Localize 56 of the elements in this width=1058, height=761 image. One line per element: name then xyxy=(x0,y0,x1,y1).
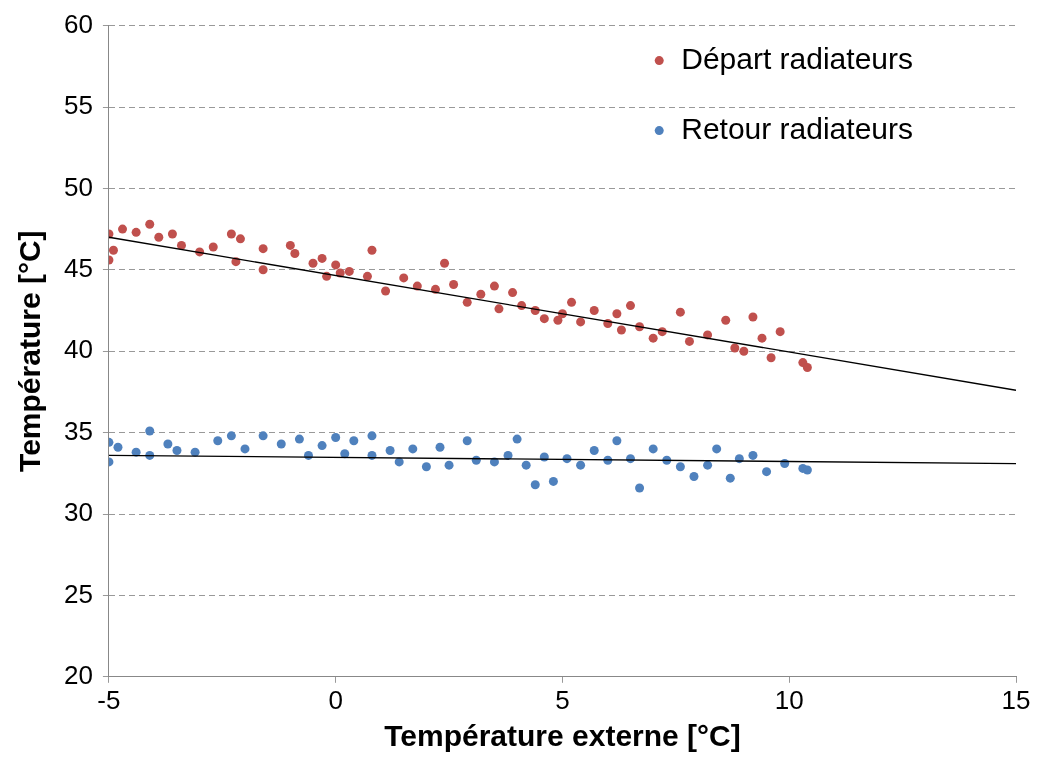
y-tick-label: 55 xyxy=(64,90,93,121)
point xyxy=(258,431,268,441)
point xyxy=(444,460,454,470)
x-axis-title: Température externe [°C] xyxy=(384,719,741,753)
point xyxy=(349,436,359,446)
y-tick-label: 35 xyxy=(64,415,93,446)
y-tick-label: 25 xyxy=(64,578,93,609)
legend-label: Départ radiateurs xyxy=(681,41,914,75)
point xyxy=(294,434,304,444)
point xyxy=(367,431,377,441)
point xyxy=(725,473,735,483)
point xyxy=(576,460,586,470)
point xyxy=(340,449,350,459)
y-tick-label: 50 xyxy=(64,171,93,202)
point xyxy=(163,439,173,449)
x-tick-label: 5 xyxy=(555,684,570,715)
point xyxy=(748,450,758,460)
point xyxy=(462,436,472,446)
point xyxy=(703,460,713,470)
point xyxy=(408,444,418,454)
y-axis-title: Température [°C] xyxy=(13,230,47,472)
x-tick-label: 10 xyxy=(774,684,804,715)
point xyxy=(145,426,155,436)
point xyxy=(648,444,658,454)
y-tick-label: 60 xyxy=(64,8,93,39)
x-tick-label: 0 xyxy=(328,684,343,715)
point xyxy=(635,483,645,493)
legend-label: Retour radiateurs xyxy=(681,111,914,145)
y-tick-label: 30 xyxy=(64,497,93,528)
point xyxy=(240,444,250,454)
point xyxy=(276,439,286,449)
point xyxy=(113,442,123,452)
point xyxy=(331,432,341,442)
point xyxy=(435,442,445,452)
point xyxy=(512,434,522,444)
point xyxy=(385,446,395,456)
point xyxy=(317,441,327,451)
x-tick-label: -5 xyxy=(97,684,121,715)
point xyxy=(675,462,685,472)
point xyxy=(226,431,236,441)
point xyxy=(421,462,431,472)
point xyxy=(589,446,599,456)
x-tick-label: 15 xyxy=(1001,684,1031,715)
point xyxy=(530,480,540,490)
point xyxy=(689,472,699,482)
y-tick-label: 45 xyxy=(64,252,93,283)
point xyxy=(802,465,812,475)
point xyxy=(548,476,558,486)
point xyxy=(762,467,772,477)
y-tick-label: 40 xyxy=(64,334,93,365)
point xyxy=(521,460,531,470)
point xyxy=(712,444,722,454)
point xyxy=(612,436,622,446)
point xyxy=(172,446,182,456)
y-tick-label: 20 xyxy=(64,659,93,690)
point xyxy=(213,436,223,446)
